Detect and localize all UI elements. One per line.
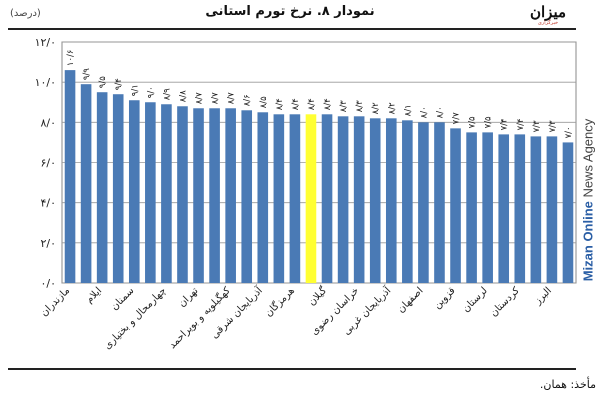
bar-value-label: ۸/۸ xyxy=(178,90,188,102)
bar-value-label: ۷/۰ xyxy=(564,126,574,138)
x-category-label: تهران xyxy=(177,285,201,309)
logo-wordmark: میزان xyxy=(529,2,567,21)
y-tick-label: ۶/۰ xyxy=(40,157,56,170)
bar-value-label: ۸/۱ xyxy=(403,104,413,116)
x-category-label: لرستان xyxy=(461,285,490,314)
x-category-label: مازندران xyxy=(39,285,72,318)
x-category-label: کهگیلویه و بویراحمد xyxy=(166,284,233,351)
x-category-label: گیلان xyxy=(306,284,330,308)
bar-value-label: ۸/۳ xyxy=(339,100,349,112)
bar xyxy=(96,92,108,283)
bar-value-label: ۹/۹ xyxy=(82,68,92,80)
bar-value-label: ۸/۰ xyxy=(435,106,445,118)
bar xyxy=(498,134,510,283)
bar-value-label: ۸/۴ xyxy=(307,98,317,110)
bar xyxy=(112,94,124,283)
bar xyxy=(434,122,445,283)
chart-title: نمودار ۸. نرخ تورم استانی xyxy=(205,4,375,19)
bar xyxy=(225,108,236,284)
bar-value-label: ۷/۳ xyxy=(532,120,542,132)
x-category-label: قزوین xyxy=(432,285,458,311)
bar-value-label: ۸/۷ xyxy=(195,92,205,104)
y-tick-label: ۱۲/۰ xyxy=(35,36,56,49)
bar xyxy=(145,102,156,283)
x-category-label: اصفهان xyxy=(396,285,426,315)
unit-label: (درصد) xyxy=(10,8,41,19)
y-tick-label: ۰/۰ xyxy=(40,277,56,290)
bar-value-label: ۷/۳ xyxy=(548,120,558,132)
bar-value-label: ۸/۳ xyxy=(355,100,365,112)
bar-value-label: ۸/۵ xyxy=(259,96,269,108)
bar xyxy=(177,106,188,284)
y-tick-label: ۱۰/۰ xyxy=(35,76,56,89)
bar xyxy=(80,84,92,283)
bar xyxy=(289,114,301,283)
bar-value-label: ۷/۵ xyxy=(468,116,478,128)
x-category-label: البرز xyxy=(532,285,554,307)
bar xyxy=(353,116,365,283)
bar xyxy=(514,134,526,283)
bar xyxy=(209,108,220,284)
bar-value-label: ۱۰/۶ xyxy=(66,50,76,67)
watermark-strong-text: Mizan Online xyxy=(580,201,596,282)
bar xyxy=(241,110,253,284)
x-category-label: آذربایجان شرقی xyxy=(208,283,266,341)
y-tick-label: ۸/۰ xyxy=(40,116,56,129)
bar-value-label: ۹/۱ xyxy=(130,84,140,96)
x-category-label: کردستان xyxy=(488,285,522,319)
bar xyxy=(418,122,429,283)
bar xyxy=(193,108,204,284)
bar xyxy=(466,132,477,283)
bar xyxy=(273,114,285,283)
bar xyxy=(402,120,413,283)
bar-value-label: ۸/۷ xyxy=(211,92,221,104)
bar xyxy=(530,136,542,283)
bar xyxy=(546,136,558,283)
bar-value-label: ۸/۰ xyxy=(419,106,429,118)
bar xyxy=(450,128,461,283)
bar xyxy=(64,70,76,283)
news-agency-logo: میزان خبرگزاری xyxy=(520,2,576,28)
x-category-label: هرمزگان xyxy=(263,285,298,320)
bar xyxy=(257,112,269,284)
y-tick-label: ۲/۰ xyxy=(40,237,56,250)
bottom-divider xyxy=(8,368,576,370)
bar-value-label: ۹/۵ xyxy=(98,76,108,88)
inflation-bar-chart: ۰/۰ ۲/۰ ۴/۰ ۶/۰ ۸/۰ ۱۰/۰ ۱۲/۰ ۱۰/۶ ۹/۹ ۹/۵ ۹/۴ ۹/۱ ۹… xyxy=(35,36,577,352)
bar-value-label: ۷/۴ xyxy=(500,118,510,130)
bar xyxy=(305,114,317,283)
bar-value-label: ۸/۷ xyxy=(227,92,237,104)
x-category-label: ایلام xyxy=(84,285,104,305)
bar-value-label: ۷/۵ xyxy=(484,116,494,128)
bar xyxy=(385,118,397,283)
top-divider xyxy=(8,28,576,30)
watermark: Mizan Online News Agency xyxy=(578,40,598,360)
logo-tagline: خبرگزاری xyxy=(537,19,559,26)
bar xyxy=(161,104,172,283)
watermark-text: Mizan Online News Agency xyxy=(581,119,596,282)
x-category-label: چهارمحال و بختیاری xyxy=(102,285,168,351)
bar-value-label: ۷/۷ xyxy=(452,112,462,124)
bar-value-label: ۹/۴ xyxy=(114,78,124,90)
bar-value-label: ۸/۴ xyxy=(275,98,285,110)
watermark-rest-text: News Agency xyxy=(580,118,596,202)
bar xyxy=(369,118,381,283)
bar-value-label: ۸/۴ xyxy=(323,98,333,110)
bar-value-label: ۹/۰ xyxy=(146,86,156,98)
bar-value-label: ۸/۹ xyxy=(162,88,172,100)
bar xyxy=(337,116,349,283)
bar xyxy=(321,114,333,283)
bar-value-label: ۷/۴ xyxy=(516,118,526,130)
bar xyxy=(482,132,493,283)
bar-value-label: ۸/۶ xyxy=(243,94,253,106)
bar xyxy=(128,100,140,283)
bar-value-label: ۸/۲ xyxy=(371,102,381,114)
bar-value-label: ۸/۴ xyxy=(291,98,301,110)
y-tick-label: ۴/۰ xyxy=(40,197,56,210)
source-note: مأخذ: همان. xyxy=(539,378,596,391)
bar xyxy=(562,142,574,283)
x-category-label: سمنان xyxy=(109,285,136,312)
bar-value-label: ۸/۲ xyxy=(387,102,397,114)
